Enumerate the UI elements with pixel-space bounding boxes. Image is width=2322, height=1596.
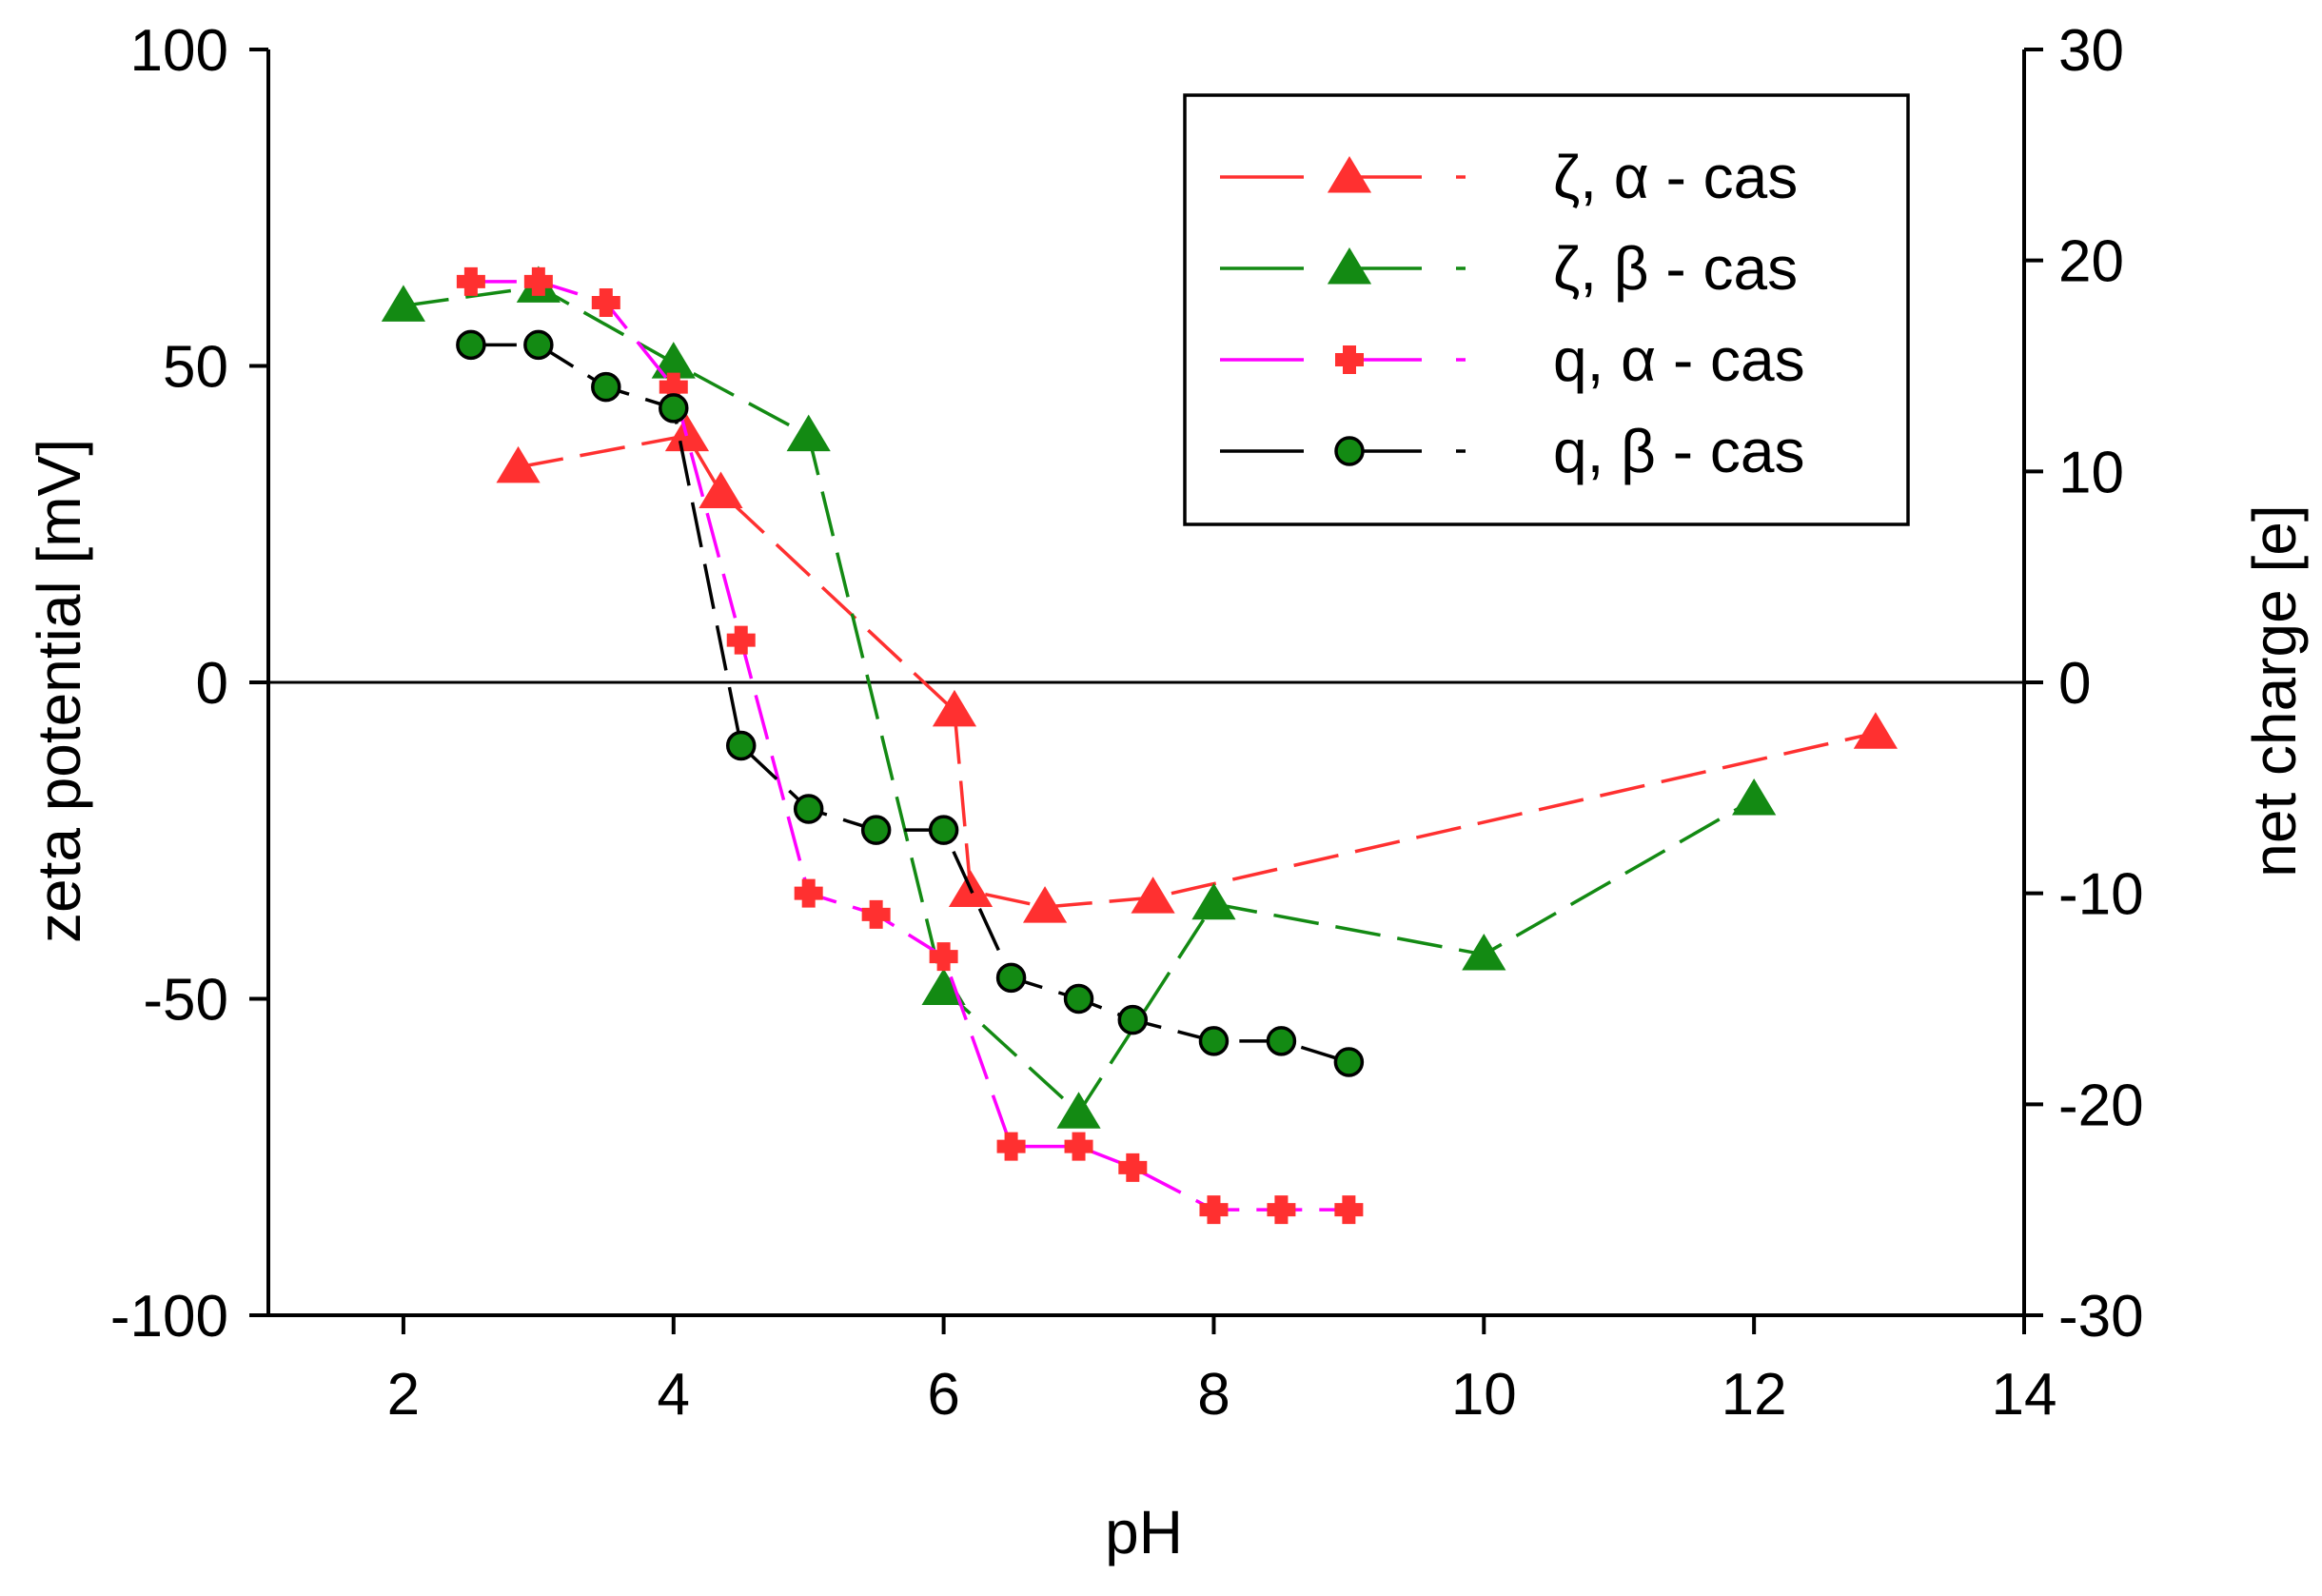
x-axis-title: pH xyxy=(1105,1498,1183,1566)
x-tick-label: 6 xyxy=(927,1362,959,1428)
data-point xyxy=(929,942,958,972)
data-point xyxy=(1131,877,1175,914)
data-point xyxy=(1462,933,1506,971)
data-point xyxy=(995,962,1027,994)
series-4 xyxy=(456,329,1365,1077)
y-tick-label: 50 xyxy=(163,335,228,401)
x-tick-label: 14 xyxy=(1992,1362,2057,1428)
data-point xyxy=(659,372,688,402)
data-point xyxy=(1853,712,1898,749)
legend-label: q, α - cas xyxy=(1553,325,1805,394)
data-point xyxy=(1199,1195,1229,1225)
data-point xyxy=(523,329,554,361)
data-point xyxy=(794,878,823,908)
data-point xyxy=(860,815,892,845)
data-point xyxy=(786,414,831,452)
x-tick-label: 8 xyxy=(1197,1362,1230,1428)
data-point xyxy=(659,393,689,424)
data-point xyxy=(921,968,966,1006)
data-point xyxy=(456,266,485,296)
data-point xyxy=(726,625,756,655)
legend-label: q, β - cas xyxy=(1553,417,1804,485)
data-point xyxy=(1063,983,1094,1015)
data-point xyxy=(496,445,541,483)
legend-entry: ζ, β - cas xyxy=(1220,234,1798,303)
data-point xyxy=(932,689,977,727)
data-point xyxy=(591,371,621,403)
y2-tick-label: 10 xyxy=(2058,440,2124,505)
y2-tick-label: 0 xyxy=(2058,651,2091,717)
x-tick-label: 2 xyxy=(387,1362,420,1428)
y-tick-label: 100 xyxy=(130,18,228,84)
series-layer xyxy=(381,266,1898,1225)
data-point xyxy=(861,899,891,929)
y-axis-title: zeta potential [mV] xyxy=(25,439,93,943)
data-point xyxy=(1022,886,1068,923)
data-point xyxy=(725,730,757,761)
data-point xyxy=(591,288,620,317)
x-tick-label: 4 xyxy=(658,1362,690,1428)
legend-entry: q, β - cas xyxy=(1220,417,1804,485)
legend-label: ζ, α - cas xyxy=(1553,143,1798,211)
data-point xyxy=(1267,1195,1296,1225)
x-tick-label: 12 xyxy=(1722,1362,1787,1428)
y2-tick-label: 30 xyxy=(2058,18,2124,84)
y2-tick-label: -30 xyxy=(2058,1284,2144,1350)
y-tick-label: -100 xyxy=(110,1284,228,1350)
data-point xyxy=(1333,1047,1365,1077)
series-1 xyxy=(496,414,1898,923)
y2-tick-label: -20 xyxy=(2058,1073,2144,1138)
data-point xyxy=(1198,1026,1230,1056)
series-line xyxy=(518,433,1877,909)
y-tick-label: 0 xyxy=(196,651,228,717)
y2-tick-label: 20 xyxy=(2058,229,2124,295)
data-point xyxy=(1732,778,1777,816)
data-point xyxy=(651,342,696,379)
legend-entry: ζ, α - cas xyxy=(1220,143,1798,211)
data-point xyxy=(1117,1004,1149,1035)
series-3 xyxy=(456,266,1364,1225)
legend-marker xyxy=(1327,247,1372,285)
legend-entry: q, α - cas xyxy=(1220,325,1805,394)
legend-marker xyxy=(1335,345,1364,374)
data-point xyxy=(456,329,486,361)
data-point xyxy=(1266,1026,1297,1056)
data-point xyxy=(1334,1195,1364,1225)
x-tick-label: 10 xyxy=(1451,1362,1517,1428)
data-point xyxy=(381,285,426,322)
legend-box xyxy=(1183,93,1910,526)
legend-layer: ζ, α - cas ζ, β - cas q, α - cas q, β - cas xyxy=(1183,93,1910,526)
data-point xyxy=(1056,1092,1101,1129)
y2-tick-label: -10 xyxy=(2058,862,2144,928)
data-point xyxy=(996,1132,1026,1161)
legend-label: ζ, β - cas xyxy=(1553,234,1798,303)
legend-marker xyxy=(1327,156,1372,193)
series-line xyxy=(470,280,1349,1212)
data-point xyxy=(1064,1132,1093,1161)
data-point xyxy=(928,815,959,845)
data-point xyxy=(523,266,553,296)
y2-axis-title: net charge [e] xyxy=(2240,504,2309,877)
legend-marker xyxy=(1334,436,1365,466)
data-point xyxy=(699,471,743,508)
data-point xyxy=(1191,882,1236,920)
data-point xyxy=(793,794,824,824)
y-tick-label: -50 xyxy=(143,968,228,1034)
data-point xyxy=(1118,1153,1148,1182)
